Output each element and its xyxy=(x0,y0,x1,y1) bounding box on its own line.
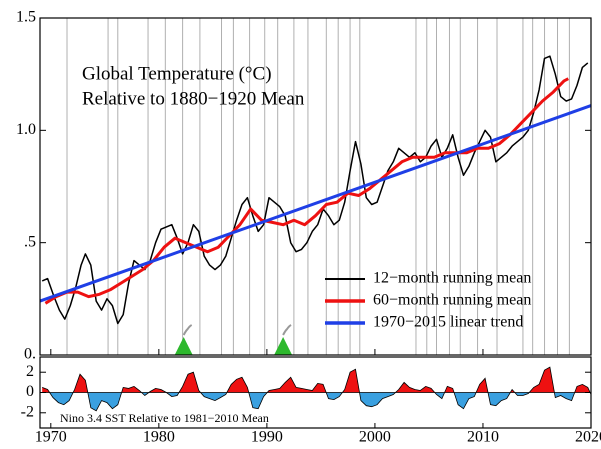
x-tick-label: 2010 xyxy=(467,429,499,446)
x-tick-label: 1990 xyxy=(251,429,283,446)
x-tick-label: 1970 xyxy=(35,429,67,446)
legend-label: 12−month running mean xyxy=(373,270,531,287)
positive-area xyxy=(42,367,591,393)
area-outline xyxy=(42,366,592,412)
y-tick-label: 2 xyxy=(26,363,34,380)
x-tick-label: 2020 xyxy=(575,429,601,446)
x-tick-label: 2000 xyxy=(359,429,391,446)
y-tick-label: 0 xyxy=(26,383,34,400)
y-tick-label: 1.0 xyxy=(16,121,36,138)
y-tick-label: 1.5 xyxy=(16,9,36,26)
panel-title: Nino 3.4 SST Relative to 1981−2010 Mean xyxy=(60,411,269,425)
series-line xyxy=(41,55,589,325)
plume xyxy=(282,324,292,336)
volcano-marker xyxy=(174,337,193,355)
y-tick-label: -2 xyxy=(21,403,34,420)
x-tick-label: 1980 xyxy=(143,429,175,446)
chart-title: Global Temperature (°C) xyxy=(82,63,272,84)
legend-label: 1970−2015 linear trend xyxy=(373,314,523,331)
y-tick-label: 0. xyxy=(24,346,36,363)
series-line xyxy=(44,77,569,305)
plot-frame xyxy=(39,356,592,429)
y-tick-label: .5 xyxy=(24,233,36,250)
chart-subtitle: Relative to 1880−1920 Mean xyxy=(82,88,305,109)
volcano-marker xyxy=(274,337,293,355)
legend-label: 60−month running mean xyxy=(373,292,531,309)
plume xyxy=(182,324,193,336)
series-line xyxy=(39,104,592,303)
plot-frame xyxy=(39,17,592,356)
